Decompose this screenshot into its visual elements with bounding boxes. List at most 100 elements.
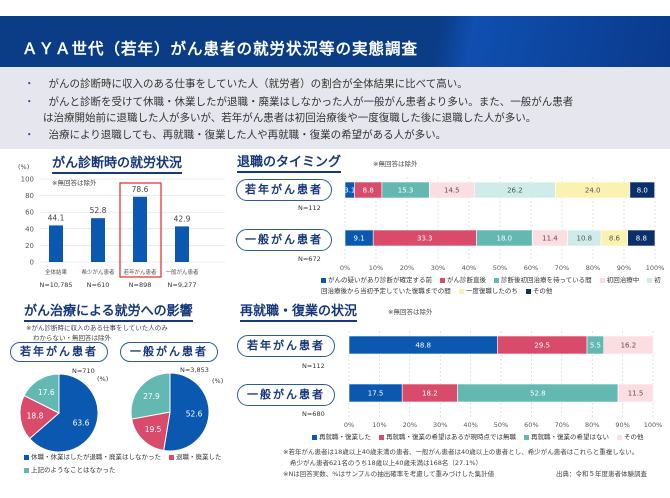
bar [175, 226, 189, 262]
x-tick-label: 20% [400, 264, 414, 272]
x-tick-label: 0% [340, 264, 350, 272]
bar [133, 196, 147, 262]
n-label: N=680 [302, 410, 325, 418]
pie-note: わからない・無回答は除外 [33, 334, 111, 342]
x-tick-label: 60% [524, 264, 538, 272]
legend-swatch [617, 434, 622, 440]
legend-label: その他 [532, 287, 553, 295]
legend-swatch [599, 277, 605, 283]
bar-value-label: 8.8 [363, 187, 374, 195]
legend-swatch [524, 434, 529, 440]
legend-label: 初回治療中 [606, 276, 640, 284]
x-tick-label: 20% [403, 421, 417, 429]
x-tick-label: 70% [555, 264, 569, 272]
legend-item: 再就職・復業の希望はない [524, 433, 609, 441]
legend-item: 一度復職したのち [458, 287, 518, 295]
x-tick-label: 若年がん患者 [123, 268, 157, 276]
x-tick-label: 10% [372, 421, 386, 429]
x-tick-label: 30% [433, 421, 447, 429]
x-tick-label: 70% [555, 421, 569, 429]
x-tick-label: 全体結果 [45, 268, 68, 276]
legend-item: 休職・休業はしたが退職・廃業はしなかった [24, 453, 161, 461]
legend-swatch [458, 288, 464, 294]
title-banner [0, 16, 670, 67]
legend-label: 一度復職したのち [465, 287, 518, 295]
summary-bullet: ・がんと診断を受けて休職・休業したが退職・廃業はしなかった人が一般がん患者より多… [24, 96, 574, 108]
x-tick-label: 一般がん患者 [165, 268, 199, 276]
y-tick-label: 100 [21, 176, 34, 184]
y-tick-label: 0 [30, 259, 34, 267]
y-tick-label: 20 [25, 242, 34, 250]
bar-value-label: 33.3 [417, 235, 433, 243]
n-label: N=112 [302, 362, 325, 370]
pie-note: ※がん診断時に収入のある仕事をしていた人のみ [26, 324, 168, 332]
highlight-box [119, 182, 162, 278]
bar [91, 218, 105, 262]
pie-slice [23, 373, 60, 414]
label-general-patients: 一般がん患者 [237, 384, 335, 406]
bar-value-label: 10.8 [577, 235, 593, 243]
reemployment-note: ※無回答は除外 [388, 308, 433, 316]
x-tick-label: 80% [586, 264, 600, 272]
x-tick-label: 50% [493, 264, 507, 272]
x-tick-label: 100% [644, 421, 663, 429]
reemployment-title: 再就職・復業の状況 [240, 300, 358, 322]
bar-value-label: 42.9 [174, 214, 191, 223]
bar-value-label: 14.5 [444, 187, 460, 195]
y-tick-label: 40 [25, 225, 34, 233]
legend-swatch [525, 288, 531, 294]
n-label: N=112 [298, 204, 321, 212]
legend-item: 再就職・復業の希望はあるが現時点では無職 [379, 433, 516, 441]
legend-label: 再就職・復業の希望はない [531, 433, 609, 441]
legend-item: 初回治療中 [599, 276, 640, 284]
pie-value-label: 18.8 [27, 412, 44, 421]
bar-value-label: 17.5 [368, 390, 384, 398]
pie-slice [131, 411, 171, 452]
bar-segment [629, 181, 655, 199]
pie-legend: 休職・休業はしたが退職・廃業はしなかった 退職・廃業した上記のようなことはなかった [24, 451, 234, 477]
pie-slice [28, 373, 99, 453]
employment-note: ※無回答は除外 [52, 179, 97, 187]
label-general-patients: 一般がん患者 [120, 342, 218, 362]
bar-value-label: 9.1 [354, 235, 365, 243]
bar-value-label: 26.2 [507, 187, 523, 195]
n-label: N=672 [298, 255, 321, 263]
bar-value-label: 52.8 [90, 206, 107, 215]
label-young-patients: 若年がん患者 [237, 335, 335, 357]
legend-item: 診断後初回治療を待っている間 [494, 276, 592, 284]
bar-value-label: 44.1 [48, 213, 65, 222]
legend-swatch [321, 277, 326, 283]
summary-bullet-continued: は治療開始前に退職した人が多いが、若年がん患者は初回治療後や一度復職した後に退職… [43, 112, 537, 124]
summary-bullet: ・治療により退職しても、再就職・復業した人や再就職・復業の希望がある人が多い。 [24, 129, 447, 141]
legend-label: 上記のようなことはなかった [31, 466, 116, 474]
x-tick-label: 10% [369, 264, 383, 272]
legend-swatch [24, 454, 29, 460]
pie-value-label: 17.6 [38, 388, 55, 397]
n-label: N=710 [72, 367, 95, 375]
legend-label: 再就職・復業した [319, 433, 371, 441]
legend-swatch [24, 467, 29, 473]
label-young-patients: 若年がん患者 [10, 342, 108, 362]
summary-bullet: ・がんの診断時に収入のある仕事をしていた人（就労者）の割合が全体結果に比べて高い… [24, 78, 468, 90]
legend-label: 診断後初回治療を待っている間 [501, 276, 592, 284]
bar-value-label: 3.1 [344, 187, 355, 195]
legend-item: その他 [617, 433, 644, 441]
x-tick-label: 100% [646, 264, 665, 272]
bar-value-label: 5.5 [590, 342, 601, 350]
pie-slice [130, 372, 171, 420]
legend-swatch [647, 277, 653, 283]
legend-label: 初回治療後から当初予定していた復職までの間 [321, 276, 661, 295]
bar-value-label: 16.2 [621, 342, 637, 350]
y-axis-unit: (%) [18, 163, 30, 171]
bar-value-label: 18.0 [497, 235, 513, 243]
legend-item: その他 [525, 287, 553, 295]
legend-swatch [494, 277, 499, 283]
retirement-timing-title: 退職のタイミング [237, 151, 342, 173]
bar-value-label: 15.3 [398, 187, 414, 195]
treatment-impact-title: がん治療による就労への影響 [24, 300, 193, 322]
pie-value-label: 63.6 [73, 419, 90, 428]
y-tick-label: 80 [25, 192, 34, 200]
summary-box: ・がんの診断時に収入のある仕事をしていた人（就労者）の割合が全体結果に比べて高い… [0, 67, 670, 149]
bar [49, 225, 63, 262]
n-label: N=3,853 [180, 366, 209, 374]
